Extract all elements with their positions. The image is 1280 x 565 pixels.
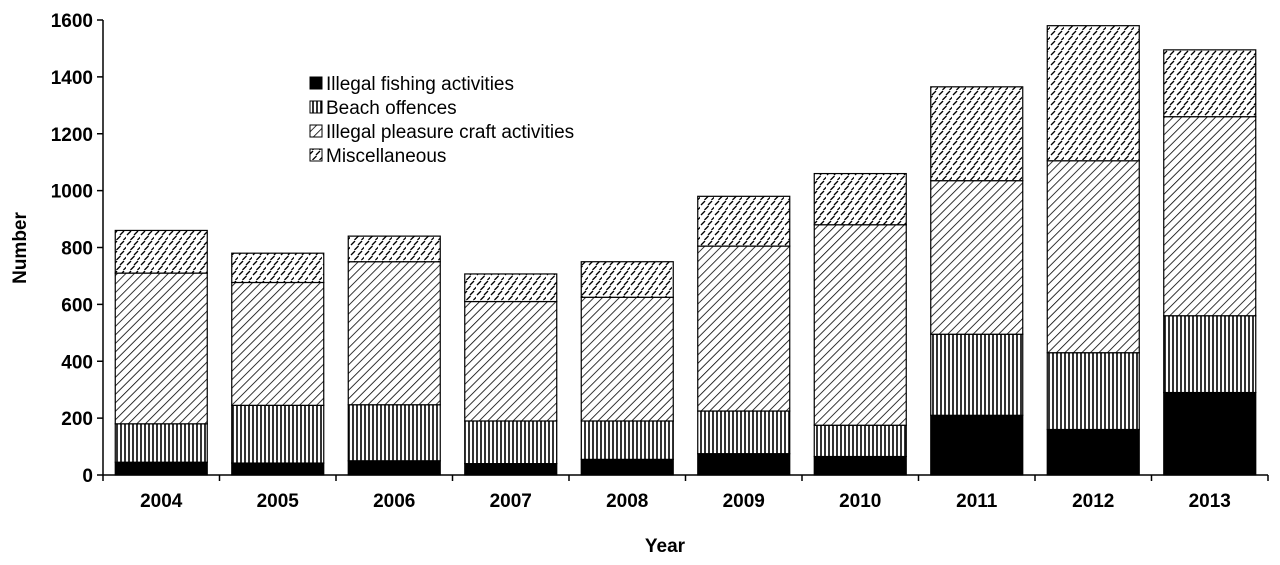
legend-swatch — [309, 124, 323, 138]
bar-segment-2005-series-0 — [231, 462, 325, 476]
x-tick-label: 2010 — [839, 491, 881, 512]
bars — [114, 25, 1257, 476]
x-axis-title: Year — [645, 536, 686, 557]
bar-segment-2008-series-2 — [580, 296, 674, 422]
y-tick-label: 0 — [82, 466, 93, 487]
y-tick-label: 1600 — [51, 11, 93, 32]
bar-segment-2012-series-1 — [1046, 352, 1140, 431]
legend-swatch — [309, 148, 323, 162]
bar-segment-2007-series-0 — [464, 463, 558, 476]
bar-segment-2009-series-0 — [697, 453, 791, 476]
y-tick-label: 400 — [61, 352, 93, 373]
x-tick-label: 2013 — [1189, 491, 1231, 512]
bar-segment-2007-series-1 — [464, 420, 558, 465]
legend-swatch — [309, 100, 323, 114]
bar-segment-2004-series-3 — [114, 229, 208, 274]
bar-segment-2006-series-1 — [347, 404, 441, 462]
y-tick-label: 1200 — [51, 125, 93, 146]
y-tick-label: 1400 — [51, 68, 93, 89]
bar-segment-2011-series-3 — [930, 86, 1024, 182]
x-tick-label: 2009 — [723, 491, 765, 512]
bar-segment-2011-series-0 — [930, 414, 1024, 476]
bar-segment-2007-series-2 — [464, 300, 558, 422]
bar-segment-2010-series-0 — [813, 455, 907, 476]
bar-segment-2011-series-1 — [930, 333, 1024, 416]
y-axis: 0 200 400 600 800 1000 1200 1400 1600 — [51, 11, 104, 487]
x-tick-label: 2011 — [956, 491, 998, 512]
x-tick-label: 2005 — [257, 491, 300, 512]
x-tick-label: 2004 — [140, 491, 183, 512]
bar-segment-2008-series-3 — [580, 261, 674, 298]
bar-segment-2005-series-2 — [231, 281, 325, 406]
y-tick-label: 800 — [61, 239, 93, 260]
bar-segment-2012-series-3 — [1046, 25, 1140, 162]
legend-label: Illegal fishing activities — [326, 74, 514, 95]
bar-segment-2012-series-2 — [1046, 160, 1140, 354]
x-axis: 2004 2005 2006 2007 2008 2009 2010 2011 2012 2013 — [102, 474, 1269, 512]
bar-segment-2011-series-2 — [930, 180, 1024, 335]
y-axis-title: Number — [10, 212, 31, 284]
bar-segment-2008-series-0 — [580, 458, 674, 476]
y-tick-label: 200 — [61, 409, 93, 430]
bar-segment-2004-series-0 — [114, 461, 208, 476]
bar-segment-2010-series-1 — [813, 424, 907, 458]
bar-segment-2009-series-2 — [697, 245, 791, 412]
bar-segment-2013-series-3 — [1163, 49, 1257, 118]
bar-segment-2013-series-2 — [1163, 116, 1257, 317]
bar-segment-2009-series-1 — [697, 410, 791, 455]
bar-segment-2009-series-3 — [697, 195, 791, 247]
x-tick-label: 2007 — [490, 491, 532, 512]
y-tick-label: 600 — [61, 295, 93, 316]
bar-segment-2006-series-2 — [347, 261, 441, 406]
legend: Illegal fishing activities Beach offences… — [309, 74, 574, 167]
bar-segment-2005-series-3 — [231, 252, 325, 284]
bar-segment-2004-series-1 — [114, 423, 208, 463]
bar-segment-2012-series-0 — [1046, 428, 1140, 476]
bar-segment-2010-series-3 — [813, 172, 907, 226]
legend-label: Beach offences — [326, 98, 457, 119]
legend-label: Miscellaneous — [326, 146, 446, 167]
bar-segment-2013-series-0 — [1163, 391, 1257, 476]
x-tick-label: 2008 — [606, 491, 648, 512]
y-tick-label: 1000 — [51, 182, 93, 203]
x-tick-label: 2012 — [1072, 491, 1114, 512]
bar-segment-2006-series-3 — [347, 235, 441, 263]
legend-label: Illegal pleasure craft activities — [326, 122, 574, 143]
bar-segment-2008-series-1 — [580, 420, 674, 460]
bar-segment-2007-series-3 — [464, 273, 558, 303]
bar-segment-2013-series-1 — [1163, 315, 1257, 394]
legend-swatch — [309, 76, 323, 90]
bar-segment-2010-series-2 — [813, 224, 907, 426]
bar-segment-2005-series-1 — [231, 404, 325, 464]
bar-segment-2006-series-0 — [347, 460, 441, 476]
bar-segment-2004-series-2 — [114, 272, 208, 425]
x-tick-label: 2006 — [373, 491, 415, 512]
